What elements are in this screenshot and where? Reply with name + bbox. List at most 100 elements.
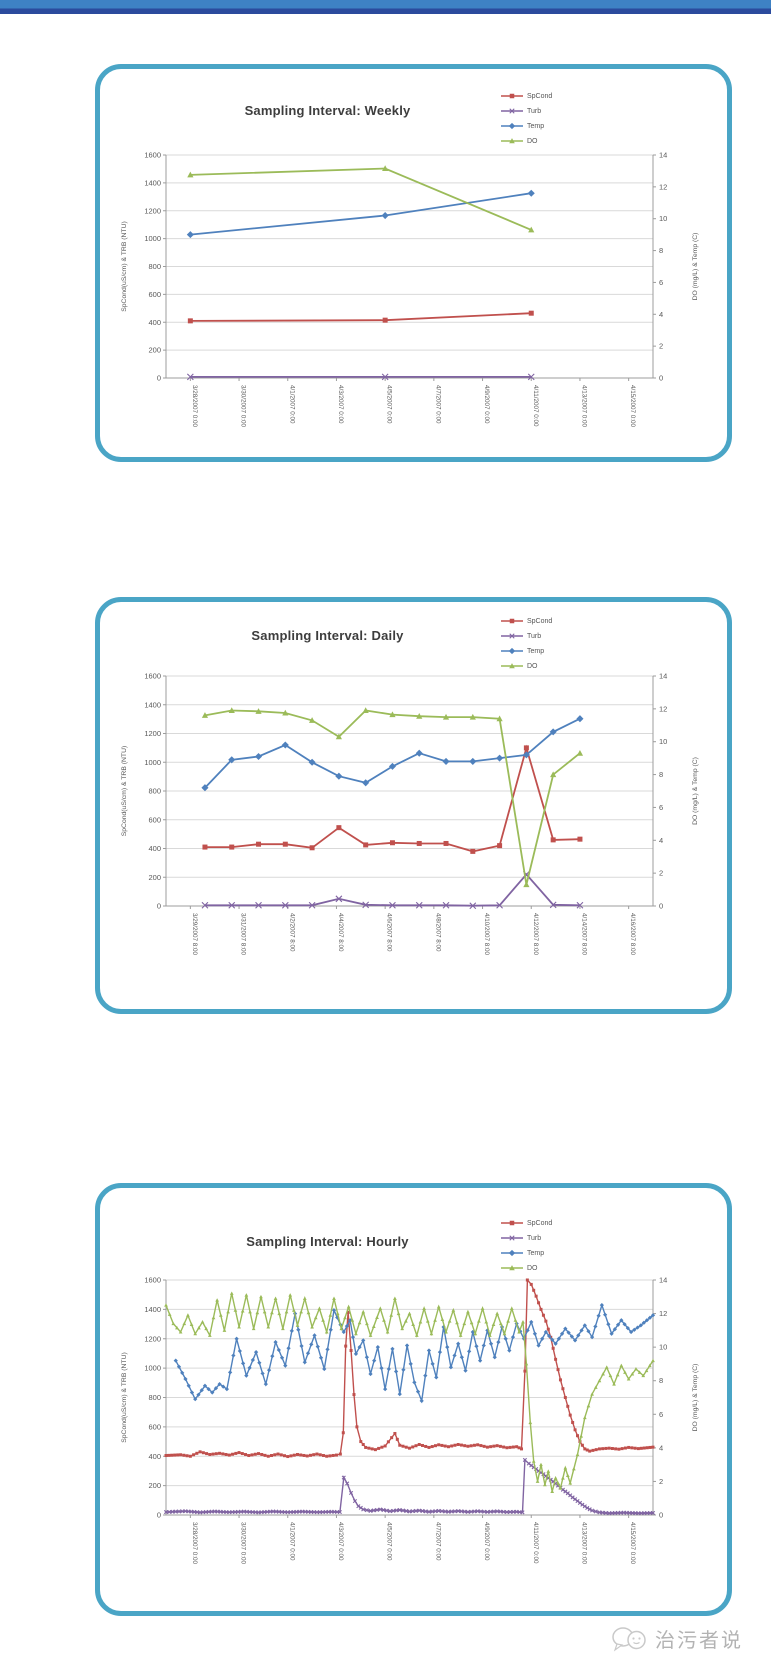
- legend-label: Turb: [527, 1234, 542, 1242]
- legend-label: DO: [527, 1264, 538, 1272]
- svg-text:4/3/2007 0:00: 4/3/2007 0:00: [337, 1522, 344, 1561]
- svg-text:1000: 1000: [144, 758, 161, 767]
- svg-text:4/9/2007 0:00: 4/9/2007 0:00: [483, 1522, 490, 1561]
- plot-area: 0 200 400 600 800 1000 1200 1400 1600 0 2 4 6 8 10 12 14…: [121, 1276, 699, 1565]
- svg-text:4: 4: [659, 1443, 663, 1452]
- svg-text:0: 0: [157, 374, 161, 383]
- svg-text:14: 14: [659, 1276, 667, 1285]
- svg-text:DO (mg/L) & Temp (C): DO (mg/L) & Temp (C): [692, 757, 699, 825]
- svg-text:8: 8: [659, 1376, 663, 1385]
- svg-text:3/30/2007 0:00: 3/30/2007 0:00: [240, 385, 247, 428]
- svg-text:6: 6: [659, 1410, 663, 1419]
- svg-text:10: 10: [659, 737, 667, 746]
- svg-text:4/15/2007 0:00: 4/15/2007 0:00: [629, 1522, 636, 1565]
- top-blue-bar: [0, 0, 771, 14]
- legend-swatch-spcond: [501, 93, 523, 99]
- legend-swatch-temp: [501, 122, 523, 130]
- chart-legend-weekly: SpCond Turb Temp DO: [500, 91, 552, 146]
- svg-text:1000: 1000: [144, 234, 161, 243]
- svg-text:4/11/2007 0:00: 4/11/2007 0:00: [532, 385, 539, 427]
- legend-swatch-turb: [501, 633, 523, 639]
- legend-swatch-spcond: [501, 618, 523, 624]
- legend-label: Turb: [527, 632, 542, 640]
- svg-text:0: 0: [659, 1511, 663, 1520]
- svg-text:4/4/2007 8:00: 4/4/2007 8:00: [337, 913, 344, 952]
- legend-swatch-spcond: [501, 1220, 523, 1226]
- svg-text:1000: 1000: [144, 1364, 161, 1373]
- svg-text:SpCond(uS/cm) & TRB (NTU): SpCond(uS/cm) & TRB (NTU): [121, 221, 128, 312]
- svg-text:4/1/2007 0:00: 4/1/2007 0:00: [288, 385, 295, 424]
- svg-text:1400: 1400: [144, 1305, 161, 1314]
- svg-text:4/7/2007 0:00: 4/7/2007 0:00: [434, 1522, 441, 1561]
- chart-plot-daily: 0 200 400 600 800 1000 1200 1400 1600 0 2 4 6 8 10 12 14…: [121, 672, 699, 956]
- legend-entry-spcond: SpCond: [500, 91, 552, 101]
- chart-title-weekly: Sampling Interval: Weekly: [244, 103, 411, 118]
- svg-text:4/13/2007 0:00: 4/13/2007 0:00: [580, 385, 587, 428]
- legend-label: Temp: [527, 122, 545, 130]
- legend-label: SpCond: [527, 617, 553, 625]
- svg-text:4/1/2007 0:00: 4/1/2007 0:00: [288, 1522, 295, 1561]
- svg-text:1200: 1200: [144, 729, 161, 738]
- svg-text:400: 400: [148, 1452, 161, 1461]
- svg-text:1600: 1600: [144, 151, 161, 160]
- svg-text:12: 12: [659, 1309, 667, 1318]
- svg-text:8: 8: [659, 246, 663, 255]
- svg-text:800: 800: [148, 262, 161, 271]
- svg-text:1600: 1600: [144, 672, 161, 681]
- legend-entry-temp: Temp: [500, 1248, 552, 1258]
- chat-bubbles-icon: [612, 1626, 646, 1652]
- svg-text:2: 2: [659, 342, 663, 351]
- chart-card-weekly: Sampling Interval: Weekly SpCond Turb Temp…: [95, 64, 732, 462]
- svg-text:4/11/2007 0:00: 4/11/2007 0:00: [532, 1522, 539, 1564]
- svg-text:10: 10: [659, 1343, 667, 1352]
- legend-entry-temp: Temp: [500, 646, 552, 656]
- legend-entry-spcond: SpCond: [500, 616, 552, 626]
- watermark: 治污者说: [611, 1624, 743, 1653]
- svg-text:SpCond(uS/cm) & TRB (NTU): SpCond(uS/cm) & TRB (NTU): [121, 746, 128, 837]
- chart-plot-weekly: 0 200 400 600 800 1000 1200 1400 1600 0 2 4 6 8 10 12 14…: [121, 151, 699, 428]
- svg-text:4/5/2007 0:00: 4/5/2007 0:00: [386, 1522, 393, 1561]
- svg-text:DO (mg/L) & Temp (C): DO (mg/L) & Temp (C): [692, 233, 699, 301]
- legend-swatch-turb: [501, 1235, 523, 1241]
- svg-text:6: 6: [659, 803, 663, 812]
- svg-text:8: 8: [659, 770, 663, 779]
- svg-text:600: 600: [148, 1422, 161, 1431]
- svg-text:12: 12: [659, 704, 667, 713]
- legend-swatch-do: [501, 138, 523, 144]
- legend-entry-do: DO: [500, 661, 552, 671]
- svg-text:4/5/2007 0:00: 4/5/2007 0:00: [386, 385, 393, 424]
- svg-text:DO (mg/L) & Temp (C): DO (mg/L) & Temp (C): [692, 1364, 699, 1432]
- legend-swatch-do: [501, 663, 523, 669]
- svg-text:4/9/2007 0:00: 4/9/2007 0:00: [483, 385, 490, 424]
- legend-swatch-temp: [501, 1249, 523, 1257]
- svg-text:200: 200: [148, 1481, 161, 1490]
- legend-entry-do: DO: [500, 1263, 552, 1273]
- svg-text:3/30/2007 0:00: 3/30/2007 0:00: [240, 1522, 247, 1565]
- svg-text:4/16/2007 8:00: 4/16/2007 8:00: [629, 913, 636, 956]
- svg-text:1200: 1200: [144, 206, 161, 215]
- svg-text:800: 800: [148, 787, 161, 796]
- svg-text:400: 400: [148, 318, 161, 327]
- svg-text:4/3/2007 0:00: 4/3/2007 0:00: [337, 385, 344, 424]
- legend-entry-do: DO: [500, 136, 552, 146]
- watermark-text: 治污者说: [655, 1630, 743, 1652]
- svg-text:200: 200: [148, 873, 161, 882]
- svg-text:3/28/2007 0:00: 3/28/2007 0:00: [191, 385, 198, 428]
- legend-swatch-turb: [501, 108, 523, 114]
- plot-area: 0 200 400 600 800 1000 1200 1400 1600 0 2 4 6 8 10 12 14…: [121, 672, 699, 956]
- svg-text:3/31/2007 8:00: 3/31/2007 8:00: [240, 913, 247, 956]
- svg-text:4/6/2007 8:00: 4/6/2007 8:00: [386, 913, 393, 952]
- chart-plot-hourly: 0 200 400 600 800 1000 1200 1400 1600 0 2 4 6 8 10 12 14…: [121, 1276, 699, 1565]
- svg-text:1200: 1200: [144, 1334, 161, 1343]
- chart-title-hourly: Sampling Interval: Hourly: [246, 1234, 409, 1249]
- chart-title-daily: Sampling Interval: Daily: [251, 628, 404, 643]
- svg-text:4/15/2007 0:00: 4/15/2007 0:00: [629, 385, 636, 428]
- svg-text:0: 0: [659, 374, 663, 383]
- legend-label: SpCond: [527, 1219, 553, 1227]
- svg-text:2: 2: [659, 869, 663, 878]
- chart-legend-hourly: SpCond Turb Temp DO: [500, 1218, 552, 1273]
- legend-label: Temp: [527, 1249, 545, 1257]
- svg-text:400: 400: [148, 844, 161, 853]
- legend-entry-spcond: SpCond: [500, 1218, 552, 1228]
